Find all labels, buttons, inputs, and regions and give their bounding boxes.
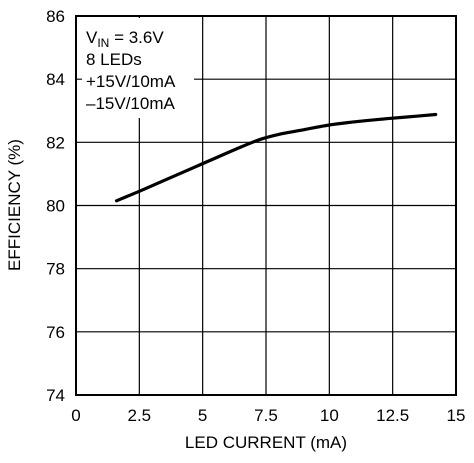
y-tick-label: 86 <box>46 7 65 26</box>
annotation-line-2: +15V/10mA <box>86 72 176 91</box>
y-tick-label: 78 <box>46 260 65 279</box>
x-tick-label: 2.5 <box>128 406 152 425</box>
x-axis-title: LED CURRENT (mA) <box>185 433 347 452</box>
y-tick-label: 80 <box>46 197 65 216</box>
annotation-line-1: 8 LEDs <box>86 50 142 69</box>
x-tick-label: 0 <box>71 406 80 425</box>
vin-subscript: IN <box>97 36 109 50</box>
plot-frame <box>75 15 457 396</box>
vin-prefix: V <box>86 28 98 47</box>
x-tick-labels: 0 2.5 5 7.5 10 12.5 15 <box>71 406 465 425</box>
annotation-line-3: –15V/10mA <box>86 94 175 113</box>
y-axis-title: EFFICIENCY (%) <box>5 139 24 271</box>
annotation-backdrop <box>82 18 194 118</box>
series-line <box>114 112 438 203</box>
x-tick-label: 5 <box>198 406 207 425</box>
x-tick-label: 7.5 <box>254 406 278 425</box>
y-tick-label: 84 <box>46 70 65 89</box>
y-tick-label: 74 <box>46 386 65 405</box>
y-tick-label: 76 <box>46 323 65 342</box>
x-tick-label: 10 <box>320 406 339 425</box>
x-tick-label: 15 <box>447 406 466 425</box>
y-tick-labels: 74 76 78 80 82 84 86 <box>46 7 65 405</box>
x-tick-label: 12.5 <box>376 406 409 425</box>
y-tick-label: 82 <box>46 133 65 152</box>
annotation-vin: VIN = 3.6V <box>86 28 164 50</box>
vin-value: = 3.6V <box>109 28 164 47</box>
